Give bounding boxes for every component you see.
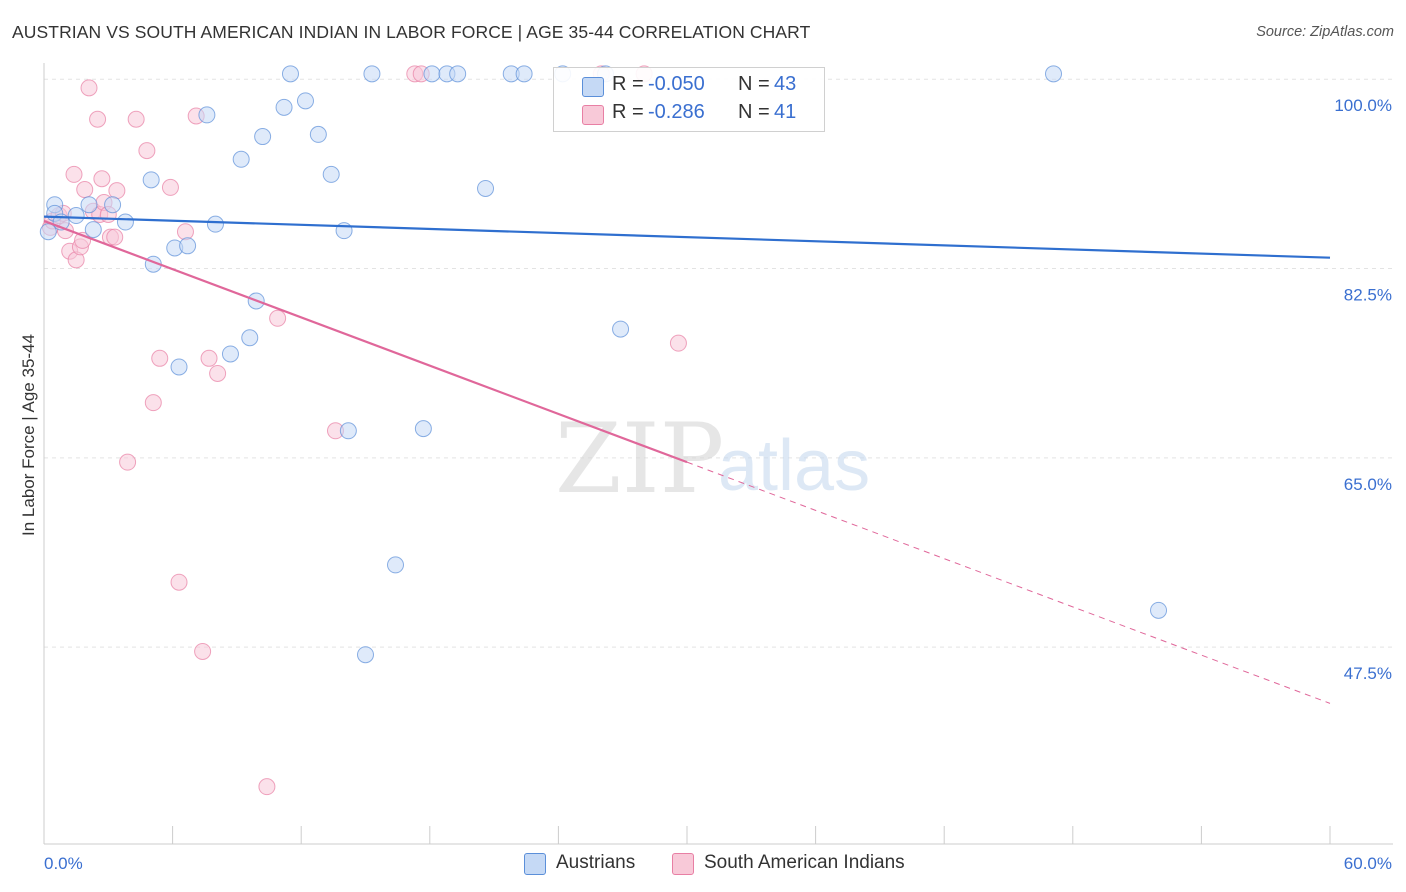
legend-swatch-south-american-indians (582, 105, 604, 125)
x-tick-label: 0.0% (44, 854, 83, 873)
south-american-indian-point (127, 110, 145, 128)
axes (43, 63, 1393, 845)
austrian-point (80, 196, 98, 214)
austrian-point (363, 65, 381, 83)
legend-n-value: 41 (774, 101, 797, 123)
austrian-point (84, 221, 102, 239)
source-label: Source: ZipAtlas.com (1256, 24, 1394, 40)
stats-legend: R = -0.050 N = 43 R = -0.286 N = 41 (553, 67, 825, 132)
austrian-point (357, 646, 374, 664)
south-american-indian-point (176, 223, 194, 241)
south-american-indian-point (138, 142, 156, 160)
chart-title: AUSTRIAN VS SOUTH AMERICAN INDIAN IN LAB… (12, 22, 811, 42)
austrian-point (104, 196, 122, 214)
south-american-indian-point (108, 182, 126, 200)
south-american-indian-point (161, 178, 179, 196)
austrian-point (179, 237, 197, 255)
trend-lines (43, 215, 1331, 704)
austrian-point (387, 556, 405, 574)
south-american-indian-point (258, 778, 276, 796)
austrian-point (309, 125, 327, 143)
austrian-point (515, 65, 533, 83)
austrian-point (232, 150, 250, 168)
austrian-point (281, 65, 299, 83)
austrian-point (221, 345, 239, 363)
legend-swatch-south-american-indians (672, 853, 694, 875)
south-american-indians-trend-extension (686, 461, 1331, 704)
y-axis-label: In Labor Force | Age 35-44 (19, 334, 38, 536)
austrian-point (116, 213, 134, 231)
legend-swatch-austrians (524, 853, 546, 875)
austrian-point (322, 165, 340, 183)
legend-swatch-austrians (582, 77, 604, 97)
y-tick-label: 47.5% (1344, 664, 1392, 683)
legend-n-label: N = (738, 101, 770, 123)
tick-labels: 47.5% 65.0% 82.5% 100.0% 0.0% 60.0% (44, 96, 1392, 873)
legend-row-austrians: R = -0.050 N = 43 (554, 73, 824, 101)
south-american-indian-point (209, 364, 227, 382)
austrians-trend-line (43, 215, 1331, 259)
legend-label-south-american-indians: South American Indians (704, 852, 905, 873)
y-tick-label: 82.5% (1344, 286, 1392, 305)
legend-n-label: N = (738, 73, 770, 95)
austrian-point (296, 92, 314, 110)
watermark-zip: ZIP (555, 403, 724, 515)
austrian-point (612, 320, 630, 338)
legend-r-label: R = (612, 101, 644, 123)
legend-n-value: 43 (774, 73, 797, 95)
south-american-indian-point (170, 573, 188, 591)
legend-r-value: -0.286 (648, 101, 705, 123)
south-american-indians-trend-line (43, 219, 688, 464)
austrian-point (241, 329, 259, 347)
austrian-point (414, 420, 432, 438)
south-american-indian-point (76, 181, 94, 199)
south-american-indian-point (106, 228, 124, 246)
south-american-indian-point (65, 165, 83, 183)
austrian-point (477, 179, 495, 197)
south-american-indian-point (144, 394, 162, 412)
austrian-point (275, 98, 293, 116)
austrian-point (142, 171, 160, 189)
legend-r-label: R = (612, 73, 644, 95)
south-american-indian-point (119, 453, 137, 471)
south-american-indian-point (89, 110, 107, 128)
austrian-point (206, 215, 224, 233)
south-american-indian-point (200, 349, 218, 367)
watermark-atlas: atlas (718, 426, 870, 506)
legend-row-south-american-indians: R = -0.286 N = 41 (554, 101, 824, 129)
austrian-point (170, 358, 188, 376)
south-american-indian-point (269, 309, 287, 327)
austrian-point (39, 223, 57, 241)
austrian-point (67, 207, 85, 225)
legend-r-value: -0.050 (648, 73, 705, 95)
austrian-point (198, 106, 216, 124)
austrian-point (339, 422, 357, 440)
legend-label-austrians: Austrians (556, 852, 636, 873)
austrian-point (423, 65, 441, 83)
south-american-indian-point (80, 79, 98, 97)
south-american-indian-point (151, 349, 169, 367)
south-american-indian-point (93, 170, 111, 188)
austrian-point (254, 128, 272, 146)
y-tick-label: 65.0% (1344, 475, 1392, 494)
y-tick-label: 100.0% (1334, 96, 1392, 115)
austrian-point (1045, 65, 1063, 83)
austrian-point (449, 65, 467, 83)
austrian-point (1150, 601, 1168, 619)
south-american-indian-point (194, 642, 212, 660)
south-american-indian-point (669, 334, 687, 352)
x-tick-label: 60.0% (1344, 854, 1392, 873)
